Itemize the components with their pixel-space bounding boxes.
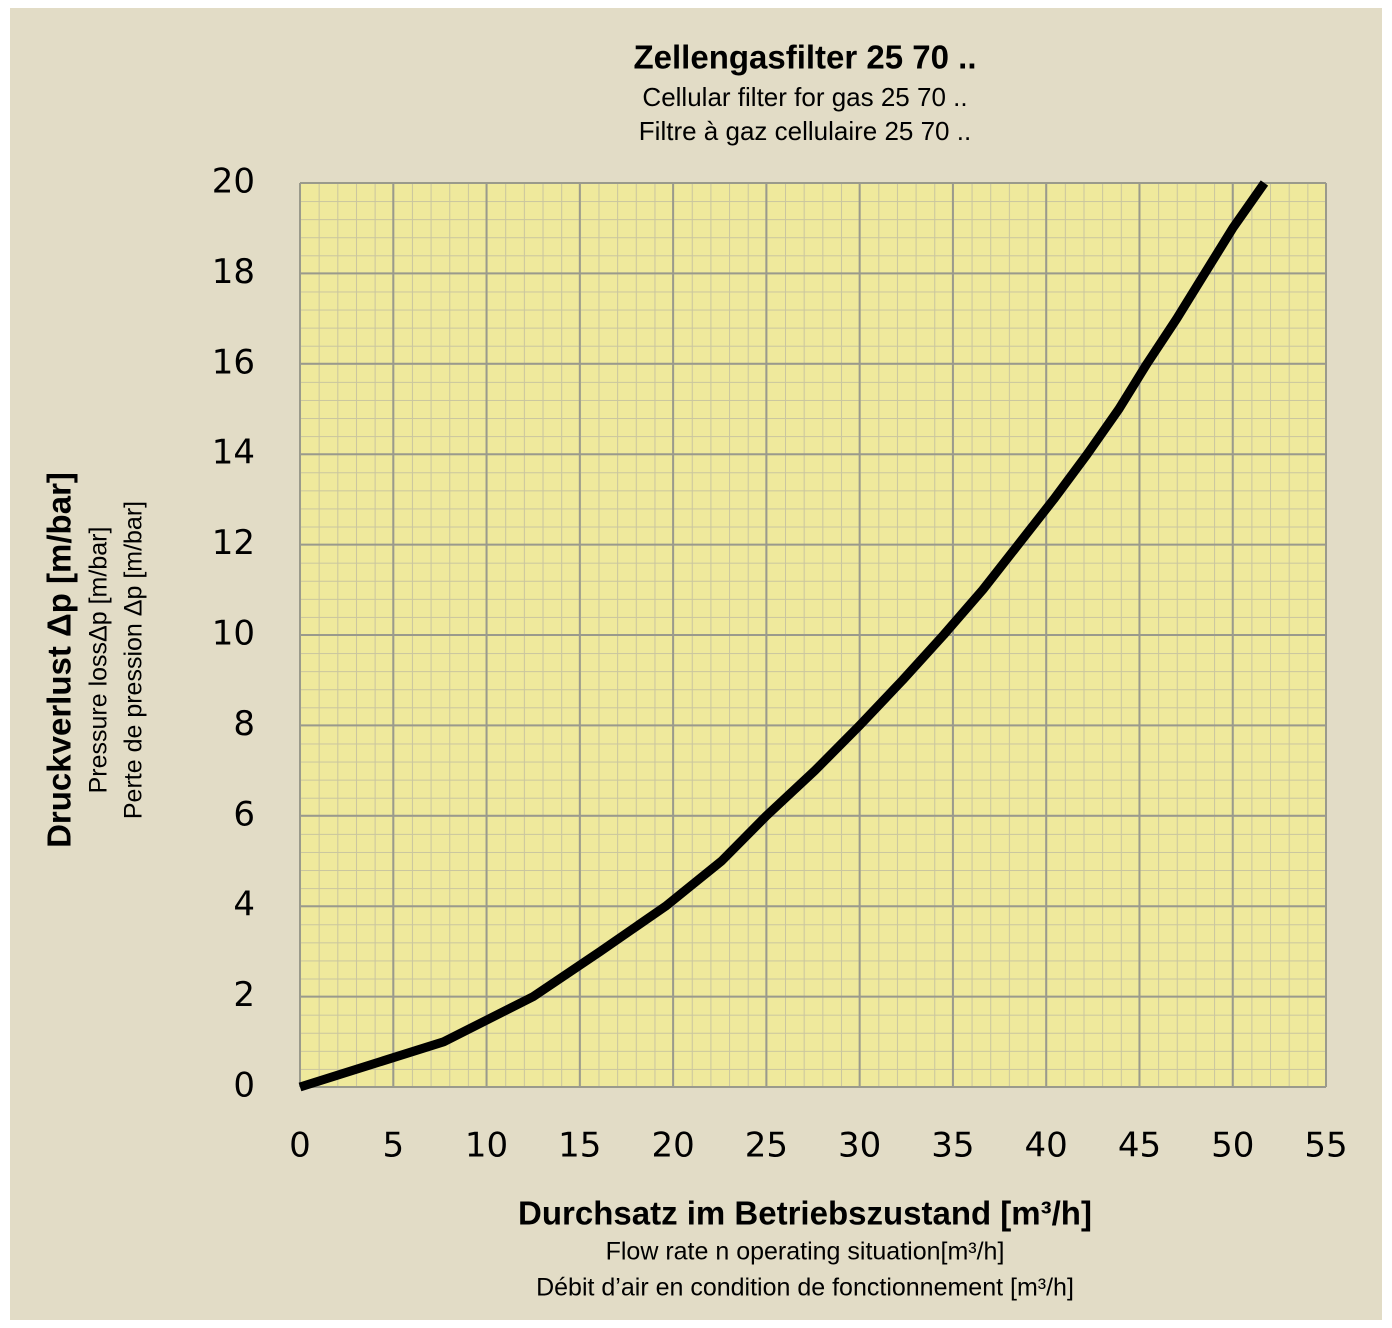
x-tick-label: 30 (838, 1126, 881, 1166)
x-axis-subtitle: Débit d’air en condition de fonctionneme… (536, 1274, 1074, 1302)
subtitle: Cellular filter for gas 25 70 .. (642, 82, 967, 112)
y-axis-subtitle: Perte de pression Δp [m/bar] (120, 501, 148, 819)
subtitle: Filtre à gaz cellulaire 25 70 .. (639, 116, 971, 146)
y-axis-title: Druckverlust Δp [m/bar] (41, 472, 78, 848)
x-tick-label: 15 (558, 1126, 601, 1166)
y-tick-label: 2 (233, 975, 255, 1015)
y-tick-label: 6 (233, 794, 255, 834)
y-tick-label: 16 (212, 342, 255, 382)
y-axis-subtitle: Pressure lossΔp [m/bar] (85, 527, 113, 794)
y-tick-label: 10 (212, 614, 255, 654)
x-tick-label: 0 (289, 1126, 311, 1166)
x-tick-label: 10 (465, 1126, 508, 1166)
x-tick-label: 50 (1211, 1126, 1254, 1166)
x-axis-subtitle: Flow rate n operating situation[m³/h] (606, 1238, 1005, 1266)
x-tick-label: 25 (745, 1126, 788, 1166)
x-tick-label: 55 (1304, 1126, 1347, 1166)
y-tick-label: 8 (233, 704, 255, 744)
x-axis-title: Durchsatz im Betriebszustand [m³/h] (518, 1195, 1092, 1232)
data-line (298, 180, 1269, 1092)
y-tick-label: 20 (212, 162, 255, 202)
x-tick-label: 35 (931, 1126, 974, 1166)
y-tick-label: 18 (212, 252, 255, 292)
x-tick-label: 40 (1025, 1126, 1068, 1166)
x-tick-label: 20 (651, 1126, 694, 1166)
y-tick-label: 12 (212, 523, 255, 563)
y-tick-label: 0 (233, 1066, 255, 1106)
y-tick-label: 4 (233, 885, 255, 925)
x-tick-label: 5 (382, 1126, 404, 1166)
chart-title: Zellengasfilter 25 70 .. (634, 39, 977, 76)
y-tick-label: 14 (212, 433, 255, 473)
x-tick-label: 45 (1118, 1126, 1161, 1166)
